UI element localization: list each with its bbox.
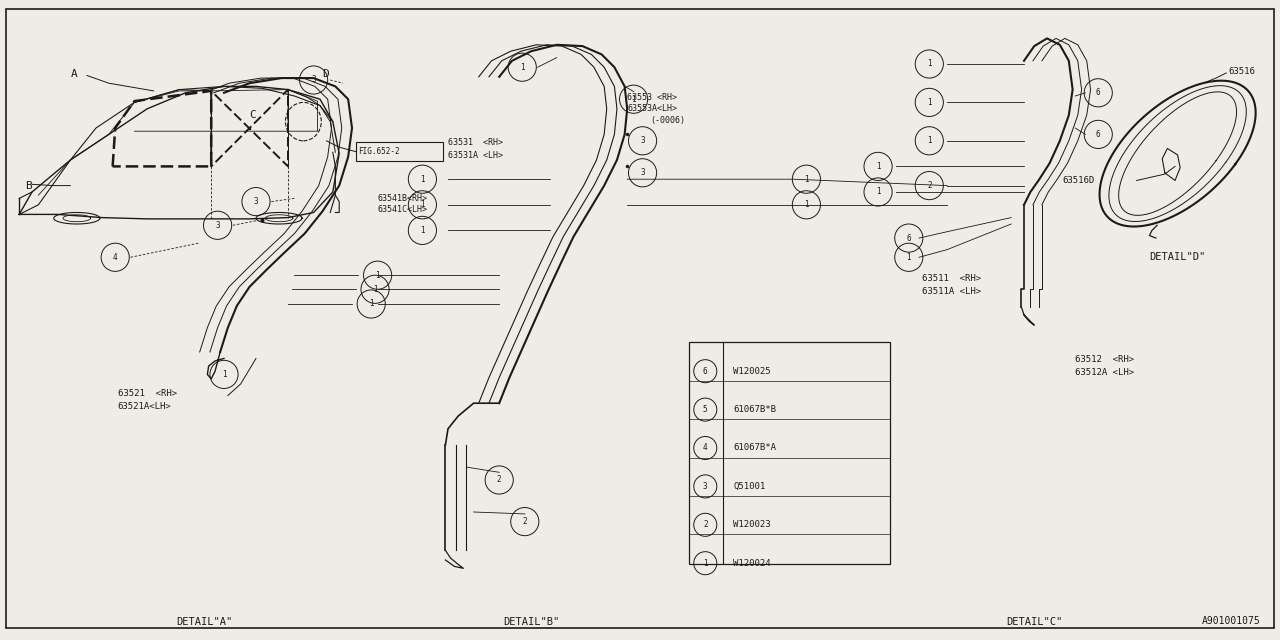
Text: 1: 1	[703, 559, 708, 568]
Text: 5: 5	[703, 405, 708, 414]
Text: 63531A <LH>: 63531A <LH>	[448, 151, 503, 160]
Text: 3: 3	[703, 482, 708, 491]
Text: B: B	[26, 180, 32, 191]
Text: 2: 2	[497, 476, 502, 484]
Text: DETAIL"B": DETAIL"B"	[503, 617, 559, 627]
Text: 63541C<LH>: 63541C<LH>	[378, 205, 428, 214]
Text: 2: 2	[522, 517, 527, 526]
Text: 1: 1	[804, 200, 809, 209]
Text: 1: 1	[927, 98, 932, 107]
Text: 3: 3	[253, 197, 259, 206]
Text: 63516: 63516	[1229, 67, 1256, 76]
Text: 6: 6	[703, 367, 708, 376]
Text: 1: 1	[375, 271, 380, 280]
Text: A: A	[70, 68, 77, 79]
Text: 63553 <RH>: 63553 <RH>	[627, 93, 677, 102]
Text: 6: 6	[1096, 130, 1101, 139]
Text: 1: 1	[804, 175, 809, 184]
Text: 63511  <RH>: 63511 <RH>	[922, 274, 980, 283]
Text: 4: 4	[113, 253, 118, 262]
Text: DETAIL"D": DETAIL"D"	[1149, 252, 1206, 262]
Text: 3: 3	[311, 76, 316, 84]
Text: A901001075: A901001075	[1202, 616, 1261, 626]
Text: 1: 1	[420, 200, 425, 209]
Text: 2: 2	[927, 181, 932, 190]
Text: DETAIL"A": DETAIL"A"	[177, 617, 233, 627]
Text: 61067B*B: 61067B*B	[733, 405, 777, 414]
Text: 1: 1	[420, 175, 425, 184]
Text: 6: 6	[1096, 88, 1101, 97]
Text: 1: 1	[876, 188, 881, 196]
Text: 63531  <RH>: 63531 <RH>	[448, 138, 503, 147]
Text: 1: 1	[927, 60, 932, 68]
Text: 63521A<LH>: 63521A<LH>	[118, 402, 172, 411]
Text: 63521  <RH>: 63521 <RH>	[118, 389, 177, 398]
Text: 1: 1	[876, 162, 881, 171]
Text: 1: 1	[221, 370, 227, 379]
Bar	[689, 342, 890, 564]
Text: 63512A <LH>: 63512A <LH>	[1075, 368, 1134, 377]
Text: 61067B*A: 61067B*A	[733, 444, 777, 452]
Text: DETAIL"C": DETAIL"C"	[1006, 617, 1062, 627]
Text: 1: 1	[631, 95, 636, 104]
Bar	[356, 142, 443, 161]
Text: (-0006): (-0006)	[650, 116, 685, 125]
Text: W120023: W120023	[733, 520, 771, 529]
Text: 1: 1	[420, 226, 425, 235]
Text: 1: 1	[927, 136, 932, 145]
Text: FIG.652-2: FIG.652-2	[358, 147, 401, 156]
Text: W120025: W120025	[733, 367, 771, 376]
Text: 6: 6	[906, 234, 911, 243]
Text: 3: 3	[215, 221, 220, 230]
Text: 4: 4	[703, 444, 708, 452]
Text: 63512  <RH>: 63512 <RH>	[1075, 355, 1134, 364]
Text: D: D	[323, 68, 329, 79]
Text: 63541B<RH>: 63541B<RH>	[378, 194, 428, 203]
Text: 1: 1	[369, 300, 374, 308]
Text: 3: 3	[640, 168, 645, 177]
Text: 3: 3	[640, 136, 645, 145]
Text: 63553A<LH>: 63553A<LH>	[627, 104, 677, 113]
Text: Q51001: Q51001	[733, 482, 765, 491]
Text: 1: 1	[906, 253, 911, 262]
Text: C: C	[250, 110, 256, 120]
Text: 1: 1	[372, 285, 378, 294]
Text: 1: 1	[520, 63, 525, 72]
Text: 63516D: 63516D	[1062, 176, 1094, 185]
Text: W120024: W120024	[733, 559, 771, 568]
Text: 2: 2	[703, 520, 708, 529]
Text: 63511A <LH>: 63511A <LH>	[922, 287, 980, 296]
